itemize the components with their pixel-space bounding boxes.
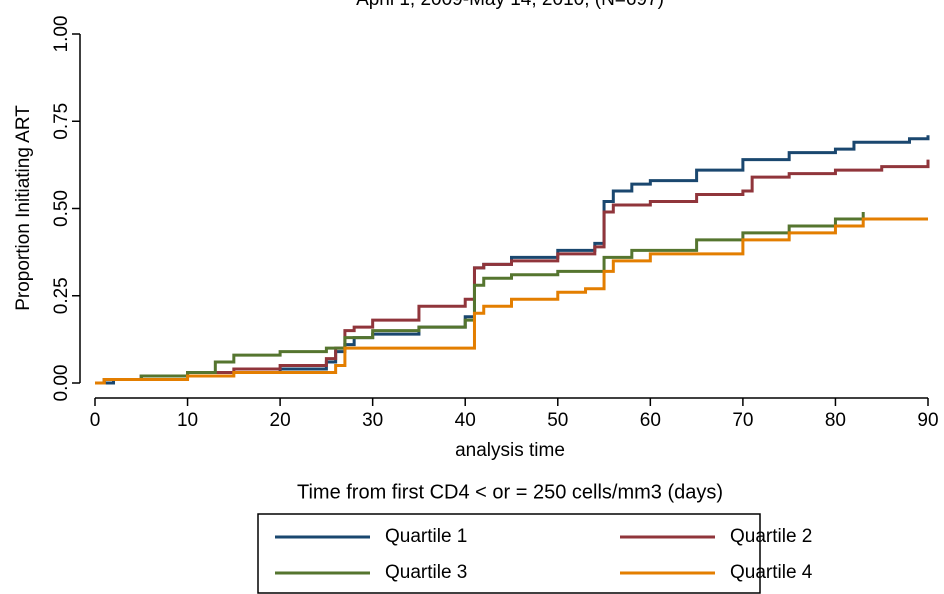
- x-tick-label: 0: [90, 410, 101, 431]
- y-tick-label: 0.50: [51, 190, 72, 227]
- x-tick-label: 30: [362, 410, 383, 431]
- series-line: [95, 217, 928, 385]
- x-tick-label: 60: [640, 410, 661, 431]
- x-tick-label: 20: [270, 410, 291, 431]
- x-tick-label: 80: [825, 410, 846, 431]
- y-tick-label: 0.25: [51, 277, 72, 314]
- chart-title: April 1, 2009-May 14, 2010, (N=697): [356, 0, 664, 10]
- x-tick-label: 40: [455, 410, 476, 431]
- series-line: [95, 159, 930, 385]
- x-tick-label: 10: [177, 410, 198, 431]
- x-tick-label: 70: [732, 410, 753, 431]
- y-axis-label: Proportion Initiating ART: [13, 105, 34, 311]
- x-tick-label: 50: [547, 410, 568, 431]
- series-line: [95, 211, 865, 385]
- legend-label: Quartile 2: [730, 526, 812, 547]
- x-axis-label: analysis time: [455, 440, 565, 461]
- legend-label: Quartile 1: [385, 526, 467, 547]
- y-tick-label: 0.75: [51, 103, 72, 140]
- y-tick-label: 1.00: [51, 16, 72, 53]
- x-tick-label: 90: [917, 410, 938, 431]
- legend-box: [257, 513, 761, 594]
- legend-label: Quartile 3: [385, 562, 467, 583]
- note: Time from first CD4 < or = 250 cells/mm3…: [297, 481, 723, 503]
- legend-label: Quartile 4: [730, 562, 813, 583]
- y-tick-label: 0.00: [51, 365, 72, 402]
